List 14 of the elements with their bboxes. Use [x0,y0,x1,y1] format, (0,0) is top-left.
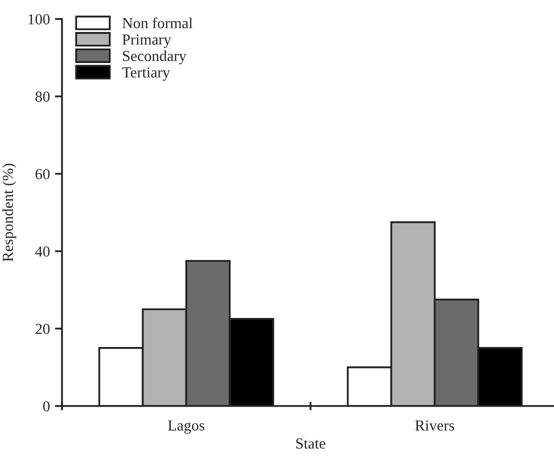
y-tick-label: 80 [36,92,50,102]
y-tick-label: 100 [28,14,50,24]
legend-label: Tertiary [122,67,170,81]
x-tick-label: Rivers [415,420,454,431]
x-axis-title: State [296,438,326,449]
legend-label: Primary [122,34,172,48]
y-tick-label: 20 [36,324,50,334]
y-tick-label: 40 [35,246,50,257]
y-tick-label: 0 [43,401,50,412]
y-axis-title: Respondent (%) [2,164,16,262]
y-tick-label: 60 [36,168,50,180]
x-tick-label: Lagos [168,420,204,434]
legend-label: Secondary [122,50,186,64]
legend-label: Non formal [122,17,193,28]
